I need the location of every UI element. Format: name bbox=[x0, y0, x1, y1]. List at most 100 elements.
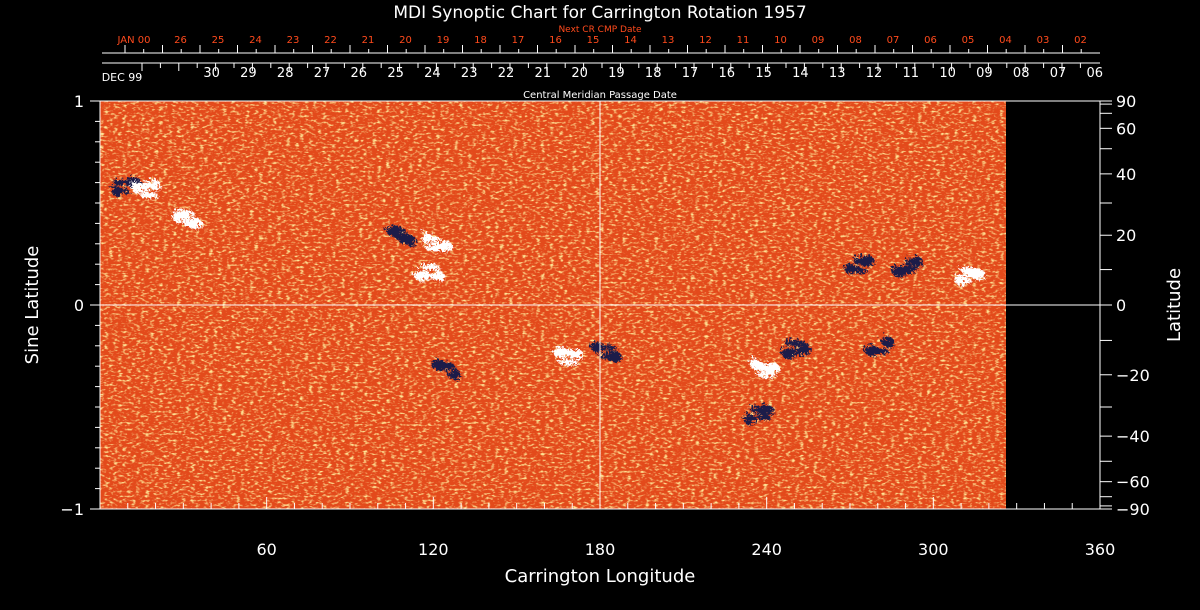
cmp-date-label: 23 bbox=[461, 66, 478, 81]
next-cmp-date-label: 06 bbox=[924, 35, 937, 46]
y-axis-label-left: Sine Latitude bbox=[22, 246, 43, 365]
region-negative-14 bbox=[748, 411, 769, 418]
y-right-tick-label: −90 bbox=[1116, 500, 1150, 519]
cmp-date-label: 10 bbox=[939, 66, 956, 81]
cmp-axis-label: Central Meridian Passage Date bbox=[523, 90, 677, 101]
region-negative-7 bbox=[896, 266, 912, 273]
next-cmp-date-label: JAN 00 bbox=[117, 35, 151, 46]
date-axes: JAN 00 26 25 24 23 22 21 20 19 18 17 16 15 14 13 12 11 10… bbox=[102, 35, 1103, 84]
next-cmp-date-label: 22 bbox=[324, 35, 337, 46]
region-negative-13 bbox=[798, 340, 809, 352]
region-positive-5 bbox=[417, 270, 433, 277]
cmp-date-label: 07 bbox=[1050, 66, 1067, 81]
region-negative-3 bbox=[389, 225, 405, 232]
next-cmp-date-label: 08 bbox=[849, 35, 862, 46]
x-tick-label: 60 bbox=[256, 540, 276, 559]
cmp-date-label: 20 bbox=[571, 66, 588, 81]
y-right-tick-label: −60 bbox=[1116, 473, 1150, 492]
next-cmp-date-label: 14 bbox=[624, 35, 637, 46]
region-negative-15 bbox=[871, 345, 887, 352]
next-cmp-date-label: 17 bbox=[512, 35, 525, 46]
cmp-date-label: 30 bbox=[203, 66, 220, 81]
y-right-tick-label: −20 bbox=[1116, 366, 1150, 385]
next-cmp-date-label: 04 bbox=[999, 35, 1012, 46]
region-negative-6 bbox=[850, 255, 866, 262]
next-cmp-date-label: 16 bbox=[549, 35, 562, 46]
cmp-date-label: 28 bbox=[277, 66, 294, 81]
region-negative-0 bbox=[108, 183, 119, 195]
region-negative-11 bbox=[436, 359, 452, 366]
region-positive-1 bbox=[147, 177, 158, 189]
region-negative-0 bbox=[117, 185, 128, 192]
y-left-tick-label: 0 bbox=[74, 296, 84, 315]
region-positive-1 bbox=[132, 181, 148, 188]
cmp-date-label: 29 bbox=[240, 66, 257, 81]
next-cmp-date-label: 23 bbox=[287, 35, 300, 46]
cmp-date-label: 15 bbox=[755, 66, 772, 81]
y-left-tick-label: −1 bbox=[60, 500, 84, 519]
next-cmp-date-label: 13 bbox=[662, 35, 675, 46]
cmp-date-label: 18 bbox=[645, 66, 662, 81]
region-negative-14 bbox=[741, 411, 752, 423]
region-negative-13 bbox=[778, 345, 794, 357]
next-cmp-date-label: 19 bbox=[437, 35, 450, 46]
cmp-date-label: 09 bbox=[976, 66, 993, 81]
next-cmp-date-label: 10 bbox=[774, 35, 787, 46]
cmp-date-label: 25 bbox=[387, 66, 404, 81]
cmp-date-label: 06 bbox=[1087, 66, 1104, 81]
y-right-tick-label: 0 bbox=[1116, 296, 1126, 315]
region-positive-12 bbox=[753, 362, 769, 369]
region-negative-14 bbox=[747, 404, 763, 411]
region-negative-10 bbox=[603, 348, 619, 360]
cmp-date-label: 22 bbox=[498, 66, 515, 81]
cmp-date-label: 24 bbox=[424, 66, 441, 81]
next-cmp-date-label: 25 bbox=[212, 35, 225, 46]
next-cmp-date-label: 11 bbox=[737, 35, 750, 46]
cmp-date-label: 19 bbox=[608, 66, 625, 81]
cmp-date-label: 12 bbox=[866, 66, 883, 81]
region-positive-4 bbox=[419, 230, 430, 242]
region-negative-10 bbox=[588, 339, 599, 351]
y-right-tick-label: 40 bbox=[1116, 165, 1136, 184]
next-cmp-axis-label: Next CR CMP Date bbox=[558, 25, 642, 35]
next-cmp-date-label: 03 bbox=[1037, 35, 1050, 46]
next-cmp-date-label: 09 bbox=[812, 35, 825, 46]
region-negative-14 bbox=[756, 401, 772, 413]
y-right-tick-label: 20 bbox=[1116, 226, 1136, 245]
y-right-tick-label: 90 bbox=[1116, 92, 1136, 111]
cmp-date-label: 26 bbox=[351, 66, 368, 81]
region-positive-12 bbox=[753, 368, 774, 375]
region-positive-8 bbox=[952, 272, 963, 284]
x-tick-label: 120 bbox=[418, 540, 449, 559]
y-left-tick-label: 1 bbox=[74, 92, 84, 111]
cmp-date-label: 17 bbox=[682, 66, 699, 81]
region-negative-10 bbox=[594, 341, 615, 348]
next-cmp-date-label: 24 bbox=[249, 35, 262, 46]
region-positive-2 bbox=[179, 217, 195, 224]
next-cmp-date-label: 26 bbox=[174, 35, 187, 46]
axes: 60 120 180 240 300 360 1 0 −1 90 60 40 20 0 −20 −40 −60 −… bbox=[60, 92, 1149, 559]
cmp-date-label: 11 bbox=[903, 66, 920, 81]
region-positive-9 bbox=[557, 346, 573, 353]
next-cmp-date-label: 20 bbox=[399, 35, 412, 46]
cmp-date-label: DEC 99 bbox=[102, 71, 143, 84]
region-negative-7 bbox=[909, 253, 920, 265]
region-positive-5 bbox=[431, 267, 442, 279]
region-negative-13 bbox=[787, 347, 803, 354]
next-cmp-date-label: 21 bbox=[362, 35, 375, 46]
region-negative-11 bbox=[448, 366, 459, 378]
y-axis-label-right: Latitude bbox=[1164, 268, 1185, 342]
region-negative-13 bbox=[781, 337, 802, 344]
region-positive-5 bbox=[418, 261, 439, 268]
cmp-date-label: 14 bbox=[792, 66, 809, 81]
next-cmp-date-label: 07 bbox=[887, 35, 900, 46]
region-positive-1 bbox=[136, 189, 157, 196]
cmp-date-label: 27 bbox=[314, 66, 331, 81]
region-positive-4 bbox=[428, 240, 444, 247]
chart-title: MDI Synoptic Chart for Carrington Rotati… bbox=[393, 3, 806, 23]
x-tick-label: 300 bbox=[918, 540, 949, 559]
region-positive-8 bbox=[957, 264, 978, 271]
region-positive-12 bbox=[762, 359, 778, 371]
x-axis-label: Carrington Longitude bbox=[505, 566, 696, 587]
region-negative-10 bbox=[596, 350, 612, 357]
